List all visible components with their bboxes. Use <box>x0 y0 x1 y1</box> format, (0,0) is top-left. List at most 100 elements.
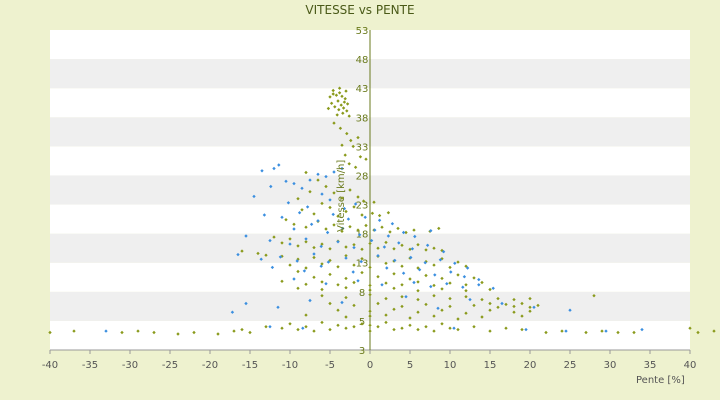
data-point-blue <box>568 308 572 312</box>
data-point-olive <box>332 121 336 125</box>
y-tick-label: 33 <box>356 142 369 153</box>
x-tick-label: 40 <box>684 360 697 371</box>
y-tick-label: 38 <box>356 113 369 124</box>
data-point-blue <box>244 301 248 306</box>
x-tick-label: -40 <box>42 360 58 371</box>
data-point-blue <box>278 255 283 259</box>
data-point-olive <box>528 309 532 313</box>
x-tick-label: 20 <box>524 360 537 371</box>
y-axis-label: Vitesse [km/h] <box>336 159 347 232</box>
y-tick-label: 3 <box>359 346 365 357</box>
x-tick-label: 5 <box>407 360 413 371</box>
data-point-blue <box>373 228 377 232</box>
data-point-olive <box>337 108 341 112</box>
data-point-blue <box>341 226 345 231</box>
data-point-olive <box>688 326 692 330</box>
data-point-olive <box>240 327 244 332</box>
data-point-olive <box>345 109 349 113</box>
x-tick-label: 35 <box>644 360 657 371</box>
data-point-blue <box>277 163 281 167</box>
data-point-olive <box>48 330 52 335</box>
data-point-olive <box>334 93 339 97</box>
x-tick-label: -20 <box>202 360 218 371</box>
data-point-blue <box>604 329 608 333</box>
data-point-blue <box>640 327 644 332</box>
data-point-olive <box>339 103 343 107</box>
data-point-olive <box>696 330 700 335</box>
data-point-blue <box>342 206 347 211</box>
data-point-olive <box>331 92 335 96</box>
data-point-olive <box>520 327 524 332</box>
data-point-olive <box>342 100 347 104</box>
data-point-olive <box>437 226 441 231</box>
data-point-olive <box>341 111 345 115</box>
data-point-olive <box>512 297 516 302</box>
y-tick-label: 48 <box>356 55 369 66</box>
data-point-blue <box>429 229 433 233</box>
data-point-olive <box>512 310 516 314</box>
data-point-olive <box>232 329 236 333</box>
data-point-olive <box>344 89 348 93</box>
data-point-blue <box>397 241 401 245</box>
data-point-olive <box>370 211 375 215</box>
data-point-olive <box>264 253 268 257</box>
data-point-olive <box>520 301 524 306</box>
chart-title: VITESSE vs PENTE <box>305 3 415 17</box>
x-tick-label: -25 <box>162 360 178 371</box>
data-point-blue <box>286 201 291 205</box>
data-point-blue <box>564 329 568 333</box>
x-tick-label: -15 <box>242 360 258 371</box>
data-point-olive <box>616 330 620 335</box>
x-tick-label: 25 <box>564 360 577 371</box>
data-point-olive <box>560 329 564 333</box>
data-point-blue <box>262 213 267 217</box>
data-point-olive <box>192 330 196 335</box>
data-point-olive <box>326 106 331 111</box>
y-tick-label: 53 <box>356 26 369 37</box>
data-point-olive <box>584 330 588 335</box>
x-axis-label: Pente [%] <box>636 375 685 386</box>
data-point-blue <box>252 194 256 199</box>
data-point-olive <box>152 330 156 335</box>
x-tick-label: -30 <box>122 360 138 371</box>
data-point-olive <box>343 97 347 101</box>
data-point-olive <box>520 314 524 318</box>
data-point-olive <box>632 330 636 335</box>
data-point-olive <box>248 330 252 335</box>
data-point-blue <box>410 247 415 251</box>
data-point-olive <box>331 88 335 93</box>
data-point-blue <box>413 234 417 239</box>
data-point-olive <box>592 294 596 298</box>
y-tick-label: 13 <box>356 259 369 270</box>
data-point-olive <box>345 131 349 136</box>
x-tick-label: 30 <box>604 360 617 371</box>
x-tick-label: -5 <box>325 360 335 371</box>
data-point-olive <box>386 211 391 215</box>
x-tick-label: -35 <box>82 360 98 371</box>
data-point-olive <box>338 126 343 130</box>
data-point-blue <box>244 234 248 238</box>
data-point-olive <box>336 99 340 103</box>
data-point-olive <box>333 105 337 109</box>
y-tick-label: 18 <box>356 230 369 241</box>
data-point-olive <box>341 106 346 110</box>
data-point-olive <box>600 329 604 333</box>
data-point-olive <box>349 138 353 143</box>
data-point-olive <box>528 296 532 301</box>
data-point-olive <box>544 330 548 335</box>
data-point-blue <box>346 217 351 221</box>
data-point-blue <box>524 327 528 332</box>
data-point-olive <box>712 329 716 333</box>
data-point-olive <box>347 114 351 118</box>
data-point-blue <box>390 222 395 226</box>
data-point-olive <box>216 332 220 336</box>
data-point-blue <box>230 310 235 314</box>
x-tick-label: 0 <box>367 360 373 371</box>
data-point-blue <box>386 234 391 238</box>
x-tick-label: 15 <box>484 360 497 371</box>
y-tick-label: 23 <box>356 201 369 212</box>
data-point-olive <box>344 254 348 258</box>
data-point-blue <box>269 184 273 189</box>
data-point-olive <box>337 86 342 90</box>
